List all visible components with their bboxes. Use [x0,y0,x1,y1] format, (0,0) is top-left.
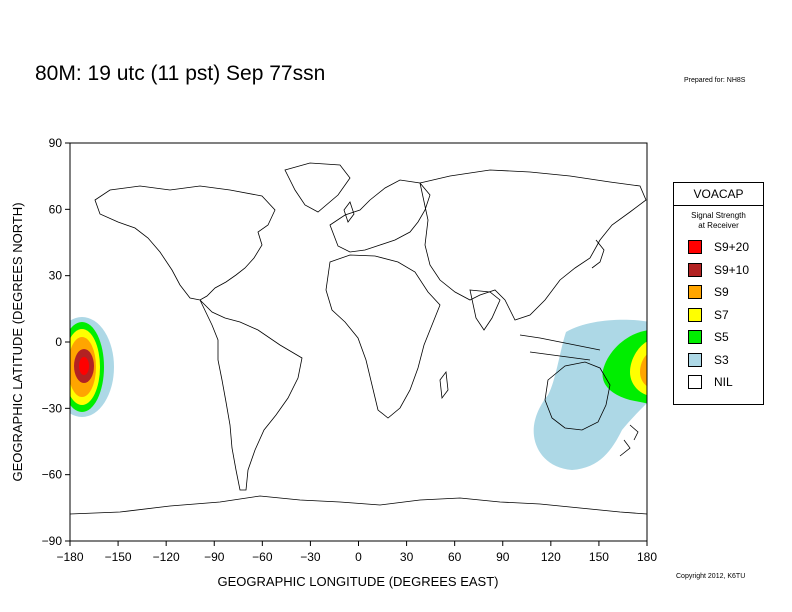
y-tick-label: 0 [55,335,62,349]
indonesia [519,334,601,361]
legend-title: VOACAP [674,183,763,206]
y-tick-label: 90 [49,136,63,150]
africa [325,254,441,419]
britain [343,201,355,223]
x-tick-label: 90 [496,550,510,564]
x-tick-label: −90 [204,550,225,564]
x-axis-ticks: −180 −150 −120 −90 −60 −30 0 30 60 90 120 150 180 [56,541,657,564]
europe [329,179,431,253]
x-tick-label: 60 [448,550,462,564]
page-title: 80M: 19 utc (11 pst) Sep 77ssn [35,62,326,85]
y-tick-label: 60 [49,202,63,216]
x-tick-label: 180 [637,550,657,564]
y-axis-ticks: 90 60 30 0 −30 −60 −90 [42,136,70,548]
antarctica [70,495,647,515]
y-axis-label: GEOGRAPHIC LATITUDE (DEGREES NORTH) [10,202,25,481]
legend-label: S3 [714,352,729,367]
map-layers [70,162,647,515]
asia [419,169,647,321]
north-america [94,185,276,301]
legend-swatch [688,240,702,254]
legend-subtitle: Signal Strength at Receiver [674,211,763,231]
x-tick-label: 0 [355,550,362,564]
legend-label: S9 [714,285,729,299]
legend-swatch [688,352,702,367]
legend-swatch [688,262,702,277]
x-axis-label: GEOGRAPHIC LONGITUDE (DEGREES EAST) [218,574,499,589]
greenland [284,162,351,213]
x-tick-label: 30 [400,550,414,564]
legend-swatch [688,285,702,299]
y-tick-label: 30 [49,269,63,283]
y-tick-label: −90 [42,534,63,548]
coverage-pacific-west [70,317,114,417]
legend-swatch [688,330,702,344]
coverage-s7 [630,341,647,396]
x-tick-label: −30 [300,550,321,564]
japan [591,239,605,269]
coverage-s9 [640,354,647,387]
legend-label: S5 [714,330,729,344]
x-tick-label: 120 [541,550,561,564]
x-tick-label: −120 [153,550,180,564]
legend-label: NIL [714,375,733,389]
coverage-australia-pacific [533,319,647,470]
legend-swatch [688,307,702,322]
y-tick-label: −60 [42,468,63,482]
legend-subtitle-line2: at Receiver [698,221,739,230]
legend-label: S9+20 [714,240,750,254]
legend-swatch [688,375,702,389]
continent-outlines [70,162,647,515]
legend: VOACAP Signal Strength at Receiver S9+20… [673,182,764,405]
copyright-note: Copyright 2012, K6TU [676,573,746,580]
australia [544,361,611,431]
x-tick-label: 150 [589,550,609,564]
south-america [199,299,303,491]
legend-label: S7 [714,307,729,322]
x-tick-label: −180 [56,550,83,564]
legend-label: S9+10 [714,262,750,277]
madagascar [439,370,449,400]
new-zealand [619,424,639,457]
legend-subtitle-line1: Signal Strength [691,211,746,220]
prepared-for-note: Prepared for: NH8S [684,77,746,84]
y-tick-label: −30 [42,401,63,415]
x-tick-label: −150 [105,550,132,564]
coverage-s9-20 [79,357,89,375]
india [469,289,501,331]
x-tick-label: −60 [252,550,273,564]
